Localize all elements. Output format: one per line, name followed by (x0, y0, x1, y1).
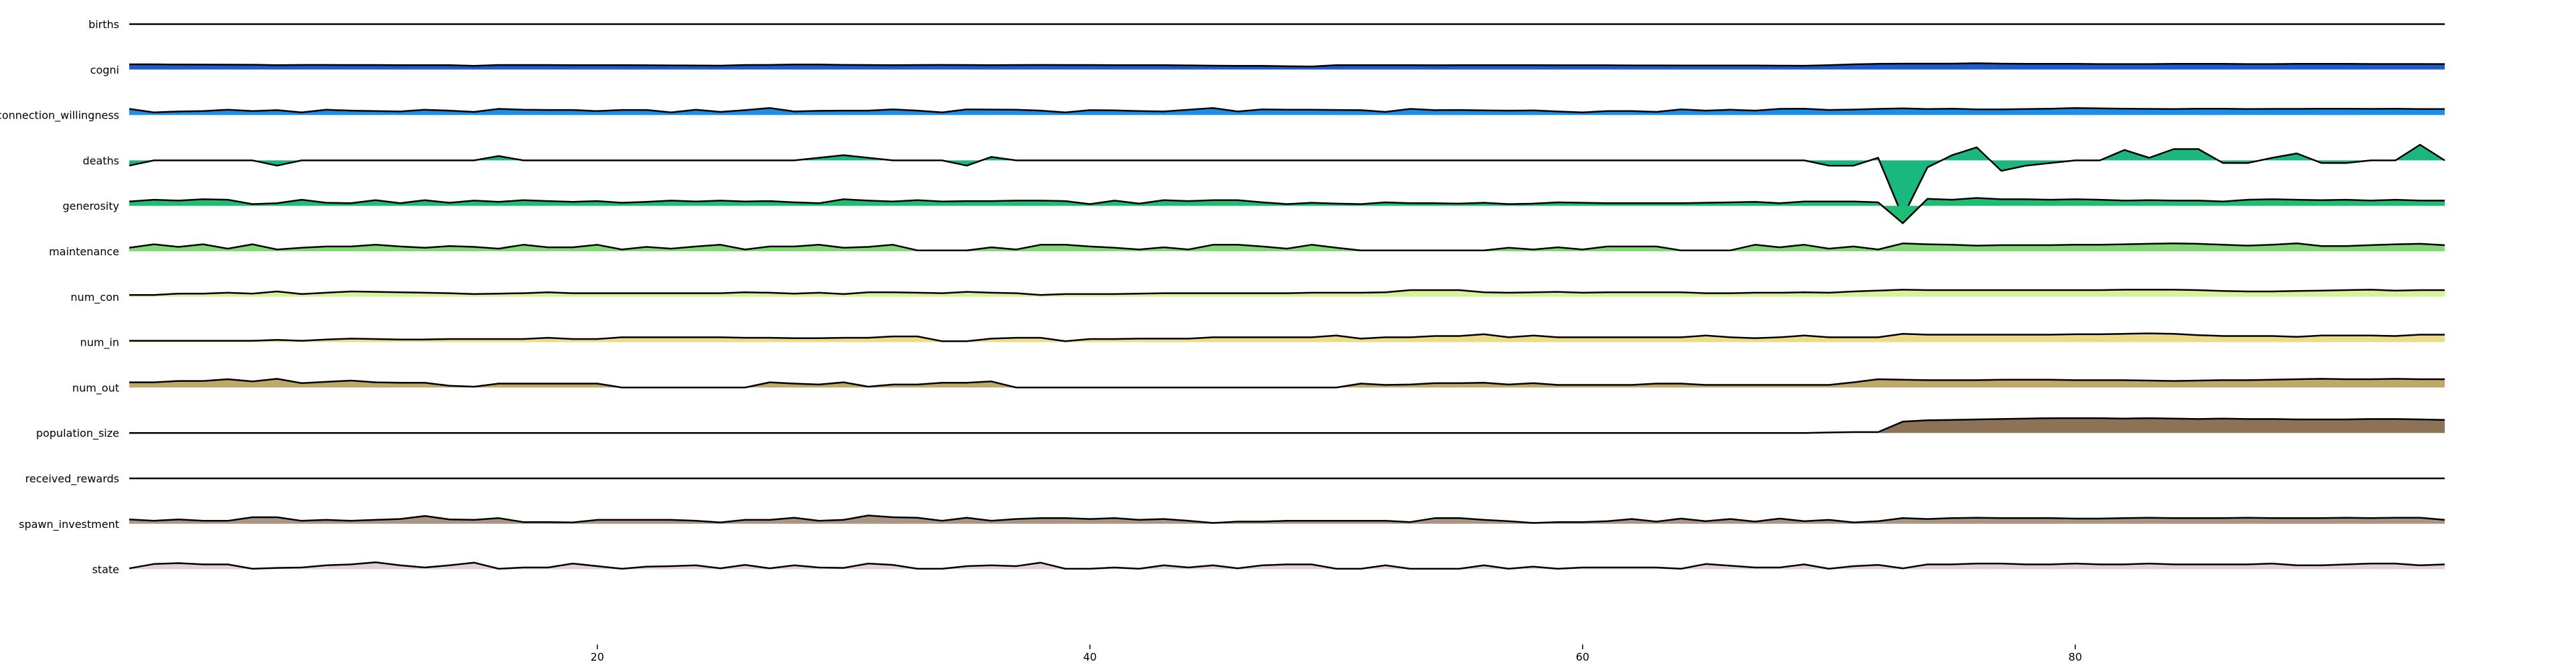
series-label: received_rewards (25, 472, 119, 486)
series-label: generosity (62, 200, 119, 212)
ridge-line (129, 107, 2445, 113)
ridge-maintenance: maintenance (49, 243, 2445, 258)
ridge-num-out: num_out (72, 378, 2445, 395)
x-tick-label: 40 (1083, 651, 1096, 663)
ridge-generosity: generosity (62, 197, 2445, 224)
ridge-line (129, 289, 2445, 296)
x-tick-label: 80 (2068, 651, 2082, 663)
ridge-population-size: population_size (36, 417, 2445, 440)
ridge-area (129, 145, 2445, 217)
ridge-line (129, 243, 2445, 251)
series-label: cogni (90, 64, 119, 76)
series-label: num_in (80, 336, 119, 350)
ridge-births: births (88, 18, 2445, 31)
ridge-line (129, 417, 2445, 434)
ridge-received-rewards: received_rewards (25, 472, 2445, 486)
ridge-connection-willingness: connection_willingness (0, 107, 2445, 123)
series-label: state (92, 563, 119, 576)
ridge-line (129, 62, 2445, 68)
ridge-line (129, 561, 2445, 570)
series-label: births (88, 18, 119, 31)
x-tick-label: 20 (591, 651, 604, 663)
series-label: connection_willingness (0, 109, 119, 123)
ridge-deaths: deaths (82, 143, 2445, 218)
ridge-line (129, 332, 2445, 342)
ridge-area (129, 418, 2445, 433)
ridge-area (129, 243, 2445, 251)
ridge-state: state (92, 561, 2445, 576)
ridge-num-in: num_in (80, 332, 2445, 350)
ridge-num-con: num_con (70, 289, 2445, 304)
ridge-cogni: cogni (90, 62, 2445, 76)
series-label: maintenance (49, 245, 119, 258)
ridge-spawn-investment: spawn_investment (19, 515, 2445, 531)
series-label: num_out (72, 381, 119, 395)
x-axis: 20 40 60 80 (591, 645, 2082, 663)
ridge-line (129, 515, 2445, 524)
ridge-line (129, 143, 2445, 218)
series-label: deaths (82, 154, 119, 167)
series-label: population_size (36, 427, 119, 440)
ridge-area (129, 198, 2445, 224)
ridge-line (129, 197, 2445, 224)
series-label: spawn_investment (19, 518, 119, 531)
series-label: num_con (70, 291, 119, 304)
x-tick-label: 60 (1576, 651, 1589, 663)
ridge-line (129, 378, 2445, 389)
